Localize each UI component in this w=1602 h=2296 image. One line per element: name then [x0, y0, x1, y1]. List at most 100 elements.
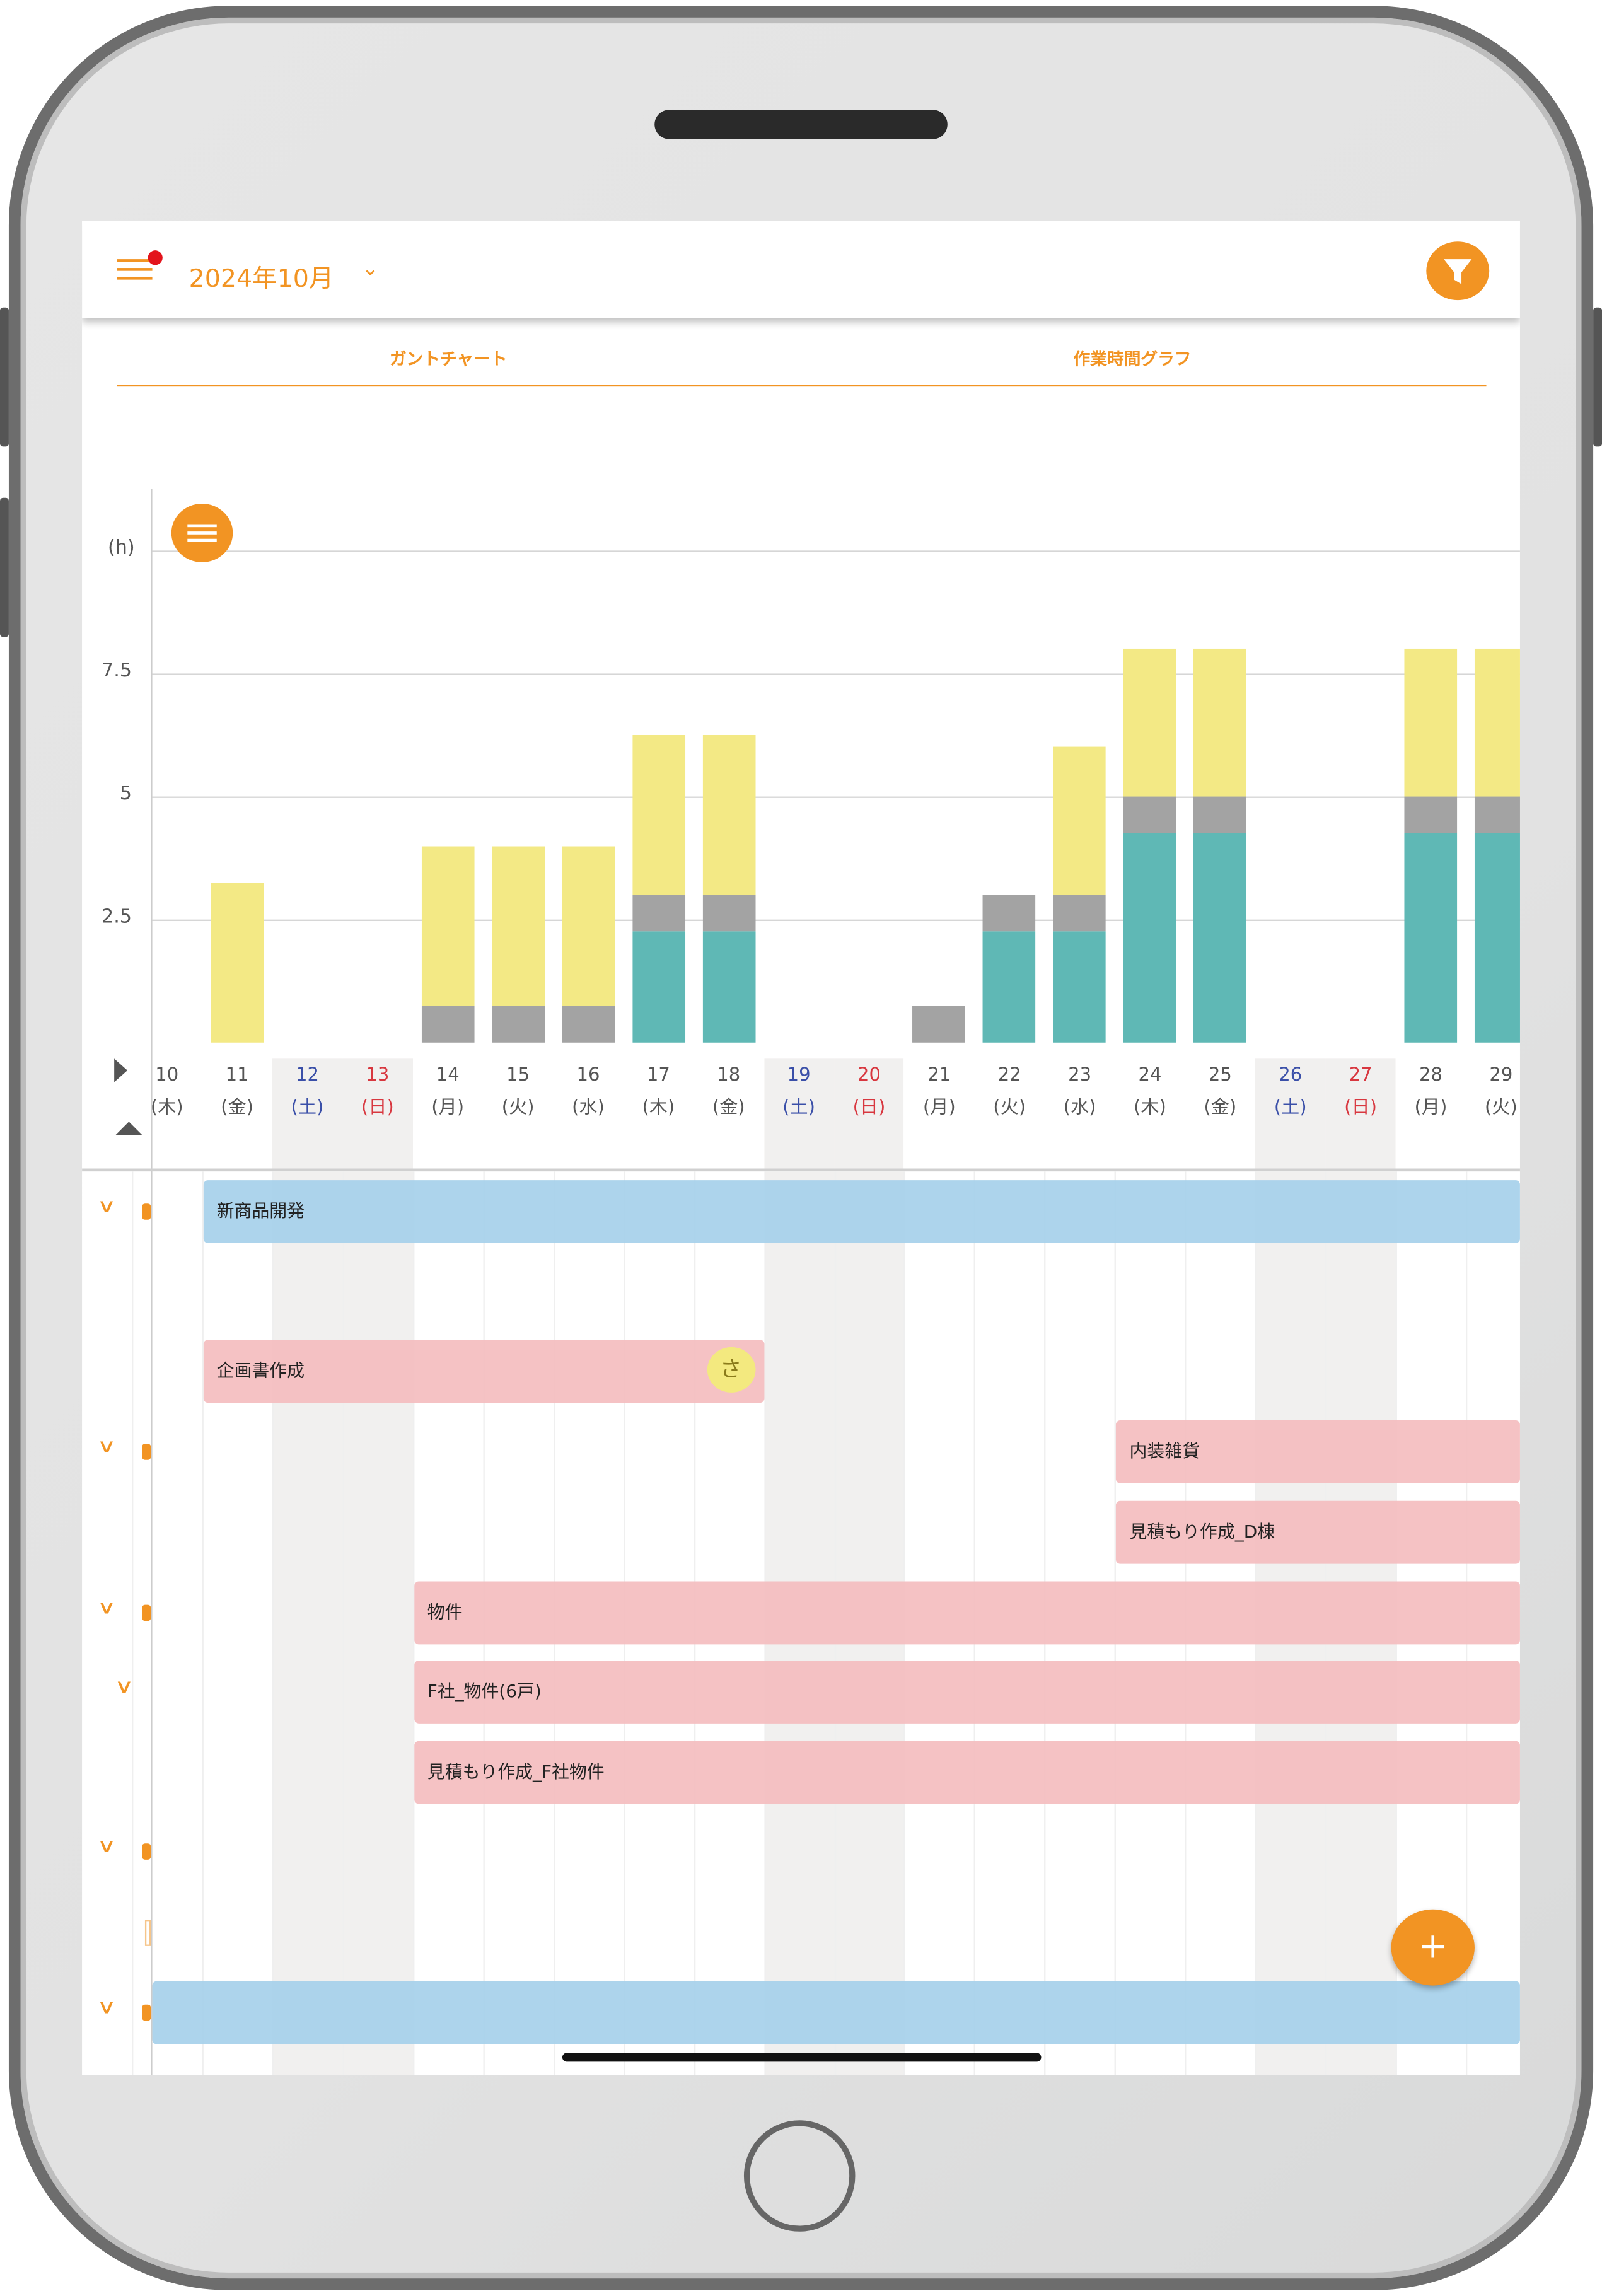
weekday-label: (金) — [1204, 1095, 1237, 1118]
gantt-task-bar[interactable]: 見積もり作成_D棟 — [1116, 1500, 1520, 1564]
gantt-task-bar[interactable]: 内装雑貨 — [1116, 1420, 1520, 1483]
bar-28-series-0 — [1404, 833, 1458, 1043]
task-group-marker — [142, 2004, 151, 2021]
bar-25-series-1 — [1193, 796, 1247, 834]
date-label: 22 — [997, 1063, 1021, 1086]
gantt-task-bar[interactable]: 新商品開発 — [203, 1180, 1520, 1243]
bar-22-series-1 — [983, 895, 1036, 932]
date-column-24: 24 (木) — [1115, 1058, 1185, 1170]
gridline — [152, 673, 1520, 675]
bar-15-series-1 — [491, 1006, 545, 1043]
month-selector[interactable]: 2024年10月 — [189, 265, 334, 294]
date-column-11: 11 (金) — [202, 1058, 272, 1170]
gridline — [152, 796, 1520, 798]
date-label: 28 — [1419, 1063, 1442, 1086]
date-column-28: 28 (月) — [1396, 1058, 1466, 1170]
header-divider — [82, 1168, 1520, 1172]
bar-29-series-1 — [1475, 796, 1520, 834]
gantt-day-column — [342, 1171, 414, 2075]
gantt-task-bar[interactable]: F社_物件(6戸) — [414, 1660, 1520, 1724]
weekday-label: (火) — [993, 1095, 1026, 1118]
tab-work-hours-graph[interactable]: 作業時間グラフ — [1073, 348, 1192, 369]
gantt-day-column — [132, 1171, 204, 2075]
task-group-marker — [142, 1444, 151, 1460]
date-column-10: 10 (木) — [132, 1058, 202, 1170]
date-label: 11 — [225, 1063, 249, 1086]
date-label: 20 — [857, 1063, 881, 1086]
chevron-down-icon[interactable]: ∨ — [96, 1997, 117, 2020]
home-button[interactable] — [743, 2120, 856, 2232]
gantt-day-column — [412, 1171, 485, 2075]
weekday-label: (金) — [221, 1095, 253, 1118]
bar-18-series-2 — [702, 734, 755, 895]
date-label: 17 — [646, 1063, 670, 1086]
weekday-label: (土) — [1274, 1095, 1307, 1118]
weekday-label: (火) — [501, 1095, 535, 1118]
add-task-button[interactable]: + — [1391, 1909, 1475, 1986]
y-axis-unit: (h) — [107, 537, 135, 560]
weekday-label: (水) — [1063, 1095, 1096, 1118]
volume-button — [0, 497, 9, 637]
weekday-label: (日) — [1344, 1095, 1377, 1118]
bar-23-series-0 — [1053, 932, 1106, 1043]
bar-11-series-2 — [211, 883, 264, 1043]
bar-28-series-1 — [1404, 796, 1458, 834]
task-label: 新商品開発 — [216, 1200, 305, 1222]
task-label: 見積もり作成_F社物件 — [427, 1761, 605, 1782]
date-column-14: 14 (月) — [413, 1058, 483, 1170]
gantt-task-bar[interactable]: 物件 — [414, 1581, 1520, 1645]
y-tick-label: 2.5 — [101, 906, 132, 929]
task-group-marker — [142, 1843, 151, 1860]
chevron-down-icon[interactable]: ∨ — [96, 1436, 117, 1459]
expand-right-icon[interactable] — [114, 1058, 128, 1082]
chevron-down-icon[interactable]: ∨ — [114, 1676, 134, 1699]
weekday-label: (土) — [782, 1095, 815, 1118]
filter-button[interactable] — [1426, 241, 1490, 301]
date-label: 16 — [576, 1063, 600, 1086]
assignee-avatar[interactable]: さ — [706, 1347, 755, 1393]
chevron-down-icon[interactable]: ⌄ — [361, 257, 379, 281]
bar-25-series-0 — [1193, 833, 1247, 1043]
task-label: 企画書作成 — [216, 1360, 305, 1381]
y-tick-label: 5 — [119, 783, 132, 806]
gridline — [152, 919, 1520, 921]
hamburger-menu-icon[interactable] — [117, 259, 155, 282]
date-column-12: 12 (土) — [272, 1058, 343, 1170]
date-column-23: 23 (水) — [1045, 1058, 1115, 1170]
chevron-down-icon[interactable]: ∨ — [96, 1597, 117, 1620]
date-label: 21 — [927, 1063, 951, 1086]
date-label: 25 — [1208, 1063, 1232, 1086]
chevron-down-icon[interactable]: ∨ — [96, 1836, 117, 1858]
bar-17-series-0 — [632, 932, 685, 1043]
task-group-marker — [142, 1604, 151, 1621]
tab-gantt-chart[interactable]: ガントチャート — [389, 348, 508, 369]
bar-23-series-1 — [1053, 895, 1106, 932]
task-group-marker-outline — [144, 1920, 151, 1946]
date-label: 24 — [1138, 1063, 1162, 1086]
chart-menu-button[interactable] — [171, 504, 233, 562]
weekday-label: (月) — [922, 1095, 956, 1118]
date-label: 14 — [436, 1063, 460, 1086]
date-column-17: 17 (木) — [624, 1058, 694, 1170]
bar-14-series-2 — [421, 845, 475, 1006]
bar-24-series-2 — [1123, 649, 1176, 797]
date-column-19: 19 (土) — [763, 1058, 834, 1170]
weekday-label: (木) — [1134, 1095, 1166, 1118]
y-axis-line — [151, 489, 153, 2075]
bar-16-series-1 — [562, 1006, 615, 1043]
date-column-26: 26 (土) — [1255, 1058, 1326, 1170]
gantt-task-bar[interactable] — [152, 1981, 1520, 2044]
y-tick-label: 7.5 — [101, 660, 132, 683]
volume-button — [0, 307, 9, 447]
chevron-down-icon[interactable]: ∨ — [96, 1196, 117, 1219]
gantt-task-bar[interactable]: 企画書作成 さ — [203, 1340, 764, 1403]
gantt-task-bar[interactable]: 見積もり作成_F社物件 — [414, 1741, 1520, 1804]
bar-22-series-0 — [983, 932, 1036, 1043]
weekday-label: (月) — [1414, 1095, 1448, 1118]
collapse-up-icon[interactable] — [115, 1122, 142, 1135]
top-bar: 2024年10月 ⌄ — [82, 221, 1520, 318]
view-tabs: ガントチャート 作業時間グラフ — [117, 339, 1487, 387]
bar-23-series-2 — [1053, 747, 1106, 895]
bar-24-series-0 — [1123, 833, 1176, 1043]
date-label: 27 — [1349, 1063, 1373, 1086]
